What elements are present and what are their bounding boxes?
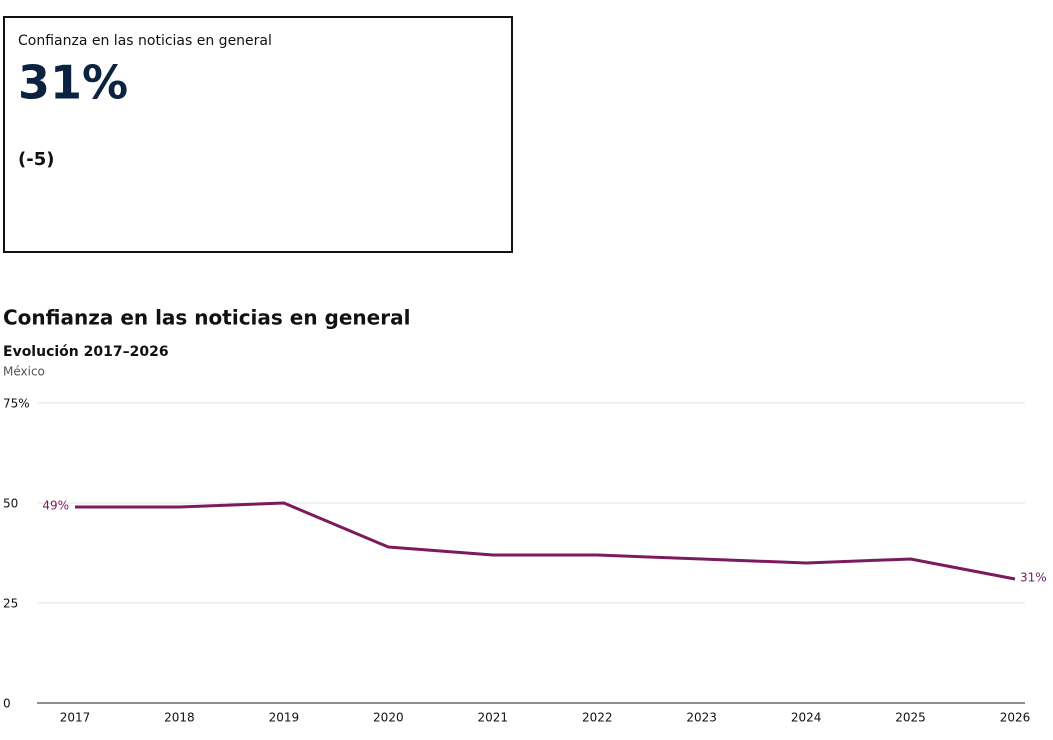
chart-note: México — [3, 365, 45, 379]
x-tick-label: 2023 — [686, 711, 717, 725]
x-tick-label: 2018 — [164, 711, 195, 725]
card-label: Confianza en las noticias en general — [18, 33, 272, 49]
x-tick-label: 2025 — [895, 711, 926, 725]
y-tick-label: 75% — [3, 397, 30, 411]
value-label: 49% — [42, 499, 69, 513]
x-tick-label: 2024 — [791, 711, 822, 725]
x-tick-label: 2020 — [373, 711, 404, 725]
y-tick-label: 50 — [3, 497, 18, 511]
x-tick-label: 2026 — [1000, 711, 1031, 725]
x-tick-label: 2017 — [60, 711, 91, 725]
chart-subtitle: Evolución 2017–2026 — [3, 344, 169, 360]
x-tick-label: 2022 — [582, 711, 613, 725]
summary-card — [3, 16, 513, 253]
chart-title: Confianza en las noticias en general — [3, 306, 410, 330]
y-tick-label: 0 — [3, 697, 11, 711]
y-tick-label: 25 — [3, 597, 18, 611]
card-change: (-5) — [18, 149, 54, 170]
data-line — [75, 501, 1016, 581]
x-tick-label: 2021 — [478, 711, 509, 725]
value-label: 31% — [1020, 571, 1047, 585]
card-value: 31% — [18, 56, 128, 110]
x-tick-label: 2019 — [269, 711, 300, 725]
